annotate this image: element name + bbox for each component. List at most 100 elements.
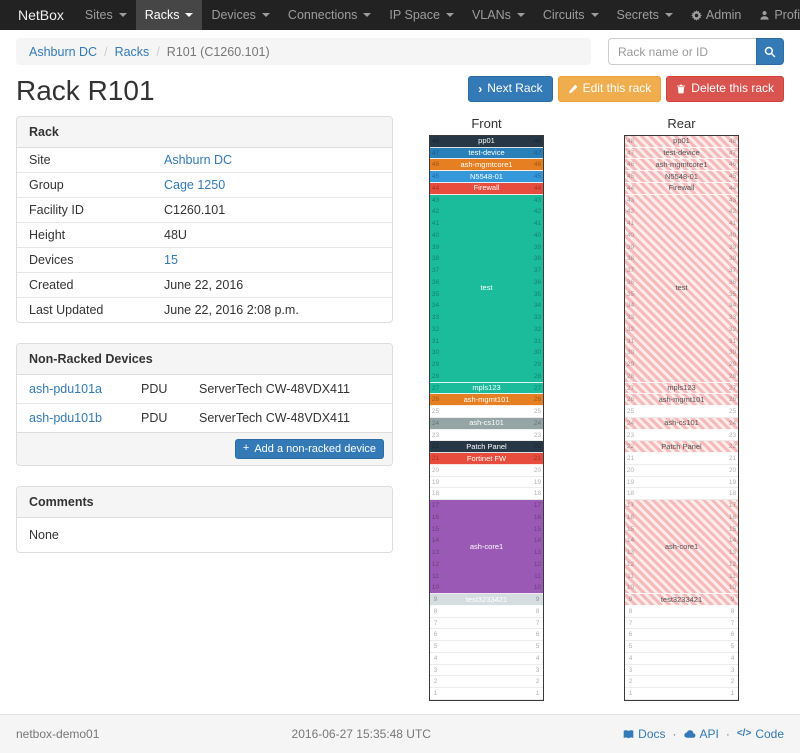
attr-row-created: Created June 22, 2016 [17,271,392,298]
rack-device-ash-mgmt101[interactable]: ash-mgmt101 [430,394,543,407]
plus-icon: + [242,442,250,455]
rack-device-test-device[interactable]: test-device [625,147,738,160]
add-non-racked-device-button[interactable]: + Add a non-racked device [234,438,384,460]
rack-device-n5548-01[interactable]: N5548-01 [625,171,738,183]
rack-device-ash-mgmtcore1[interactable]: ash-mgmtcore1 [430,159,543,172]
device-link[interactable]: ash-pdu101a [29,381,102,396]
chevron-down-icon [445,13,454,17]
rack-device-patch-panel[interactable]: Patch Panel [625,441,738,454]
rack-device-ash-core1[interactable]: ash-core1 [625,500,738,595]
nav-item-vlans[interactable]: VLANs [463,0,534,30]
footer-link-api[interactable]: API [683,727,719,741]
device-link[interactable]: ash-pdu101b [29,410,102,425]
rack-device-test[interactable]: test [430,194,543,383]
attr-label: Group [17,171,152,198]
rack-device-mpls123[interactable]: mpls123 [625,382,738,395]
rack-unit-empty [625,664,738,677]
rack-device-n5548-01[interactable]: N5548-01 [430,171,543,183]
attr-row-site: Site Ashburn DC [17,148,392,173]
attr-label: Site [29,152,51,167]
next-rack-button[interactable]: › Next Rack [468,76,553,102]
nav-item-profile[interactable]: Profile [750,0,800,30]
rack-device-ash-core1[interactable]: ash-core1 [430,500,543,595]
front-rack-elevation: pp01 test-device ash-mgmtcore1 N5548-01 Fire… [429,134,544,701]
rack-device-pp01[interactable]: pp01 [430,135,543,148]
rack-unit-empty [430,617,543,630]
navbar: NetBox Sites Racks Devices Connections IP Sp… [0,0,800,30]
chevron-down-icon [363,13,372,17]
rack-device-test3233421[interactable]: test3233421 [430,594,543,606]
chevron-down-icon [590,13,599,17]
non-racked-devices-panel: Non-Racked Devices ash-pdu101a PDU ServerT… [16,342,393,467]
attr-label: Height [17,221,152,248]
edit-rack-button[interactable]: Edit this rack [557,76,662,102]
rack-unit-empty [430,641,543,653]
rack-unit-empty [625,688,738,700]
attr-value-link[interactable]: 15 [164,252,178,267]
device-role-cell: PDU [141,381,168,396]
rack-device-patch-panel[interactable]: Patch Panel [430,441,543,454]
next-rack-label: Next Rack [487,81,543,95]
edit-rack-label: Edit this rack [582,81,652,95]
rack-device-mpls123[interactable]: mpls123 [430,382,543,395]
page-title: Rack R101 [16,75,155,106]
chevron-down-icon [664,13,673,17]
attr-label: Devices [17,246,152,273]
attr-row-last-updated: Last Updated June 22, 2016 2:08 p.m. [17,296,392,322]
nav-item-devices[interactable]: Devices [202,0,278,30]
search-input[interactable] [608,38,756,65]
rack-unit-empty [625,605,738,618]
rack-device-ash-mgmtcore1[interactable]: ash-mgmtcore1 [625,159,738,172]
attr-row-devices: Devices 15 [17,246,392,273]
rack-device-ash-cs101[interactable]: ash-cs101 [430,417,543,430]
user-menu: AdminProfileLog out [682,0,800,30]
footer-timestamp: 2016-06-27 15:35:48 UTC [291,727,431,741]
rear-rack-elevation: pp01 test-device ash-mgmtcore1 N5548-01 Fire… [624,134,739,701]
rack-device-ash-mgmt101[interactable]: ash-mgmt101 [625,394,738,407]
rack-device-firewall[interactable]: Firewall [625,182,738,195]
breadcrumb-link-ashburn-dc[interactable]: Ashburn DC [29,44,98,59]
nav-item-racks[interactable]: Racks [135,0,203,30]
rack-device-test[interactable]: test [625,194,738,383]
footer-link-docs[interactable]: Docs [623,727,666,741]
nav-item-secrets[interactable]: Secrets [608,0,682,30]
rack-unit-empty [625,652,738,665]
rack-device-pp01[interactable]: pp01 [625,135,738,148]
rack-unit-empty [430,464,543,477]
table-row: ash-pdu101a PDU ServerTech CW-48VDX411 [17,375,392,404]
nav-item-sites[interactable]: Sites [76,0,136,30]
footer-link-code[interactable]: </> Code [736,727,784,741]
rack-unit-empty [430,688,543,700]
attr-value-link[interactable]: Cage 1250 [164,177,226,192]
rack-device-test-device[interactable]: test-device [430,147,543,160]
rack-unit-empty [430,605,543,618]
nav-item-admin[interactable]: Admin [682,0,750,30]
book-icon [623,729,634,740]
chevron-down-icon [118,13,127,17]
rack-unit-empty [430,429,543,442]
nav-item-ip-space[interactable]: IP Space [380,0,463,30]
table-row: ash-pdu101b PDU ServerTech CW-48VDX411 [17,402,392,432]
rack-device-firewall[interactable]: Firewall [430,182,543,195]
attr-row-group: Group Cage 1250 [17,171,392,198]
rack-device-ash-cs101[interactable]: ash-cs101 [625,417,738,430]
device-model-cell: ServerTech CW-48VDX411 [199,381,350,396]
nav-item-circuits[interactable]: Circuits [534,0,608,30]
rack-unit-empty [430,629,543,642]
search-icon [764,46,776,58]
search-button[interactable] [756,38,784,65]
rack-device-fortinet-fw[interactable]: Fortinet FW [430,453,543,465]
breadcrumb-link-racks[interactable]: Racks [114,44,150,59]
attr-label: Last Updated [17,296,152,322]
rack-unit-empty [625,641,738,653]
footer: netbox-demo01 2016-06-27 15:35:48 UTC Do… [0,714,800,753]
rack-panel: Rack Site Ashburn DC Group Cage 1250 Facilit… [16,115,393,323]
attr-value-link[interactable]: Ashburn DC [164,152,233,167]
nav-item-connections[interactable]: Connections [279,0,381,30]
rack-device-test3233421[interactable]: test3233421 [625,594,738,606]
brand[interactable]: NetBox [18,7,64,23]
rack-unit-empty [625,429,738,442]
breadcrumb-current: R101 (C1260.101) [166,44,270,59]
delete-rack-button[interactable]: Delete this rack [666,76,784,102]
pencil-icon [568,84,578,94]
